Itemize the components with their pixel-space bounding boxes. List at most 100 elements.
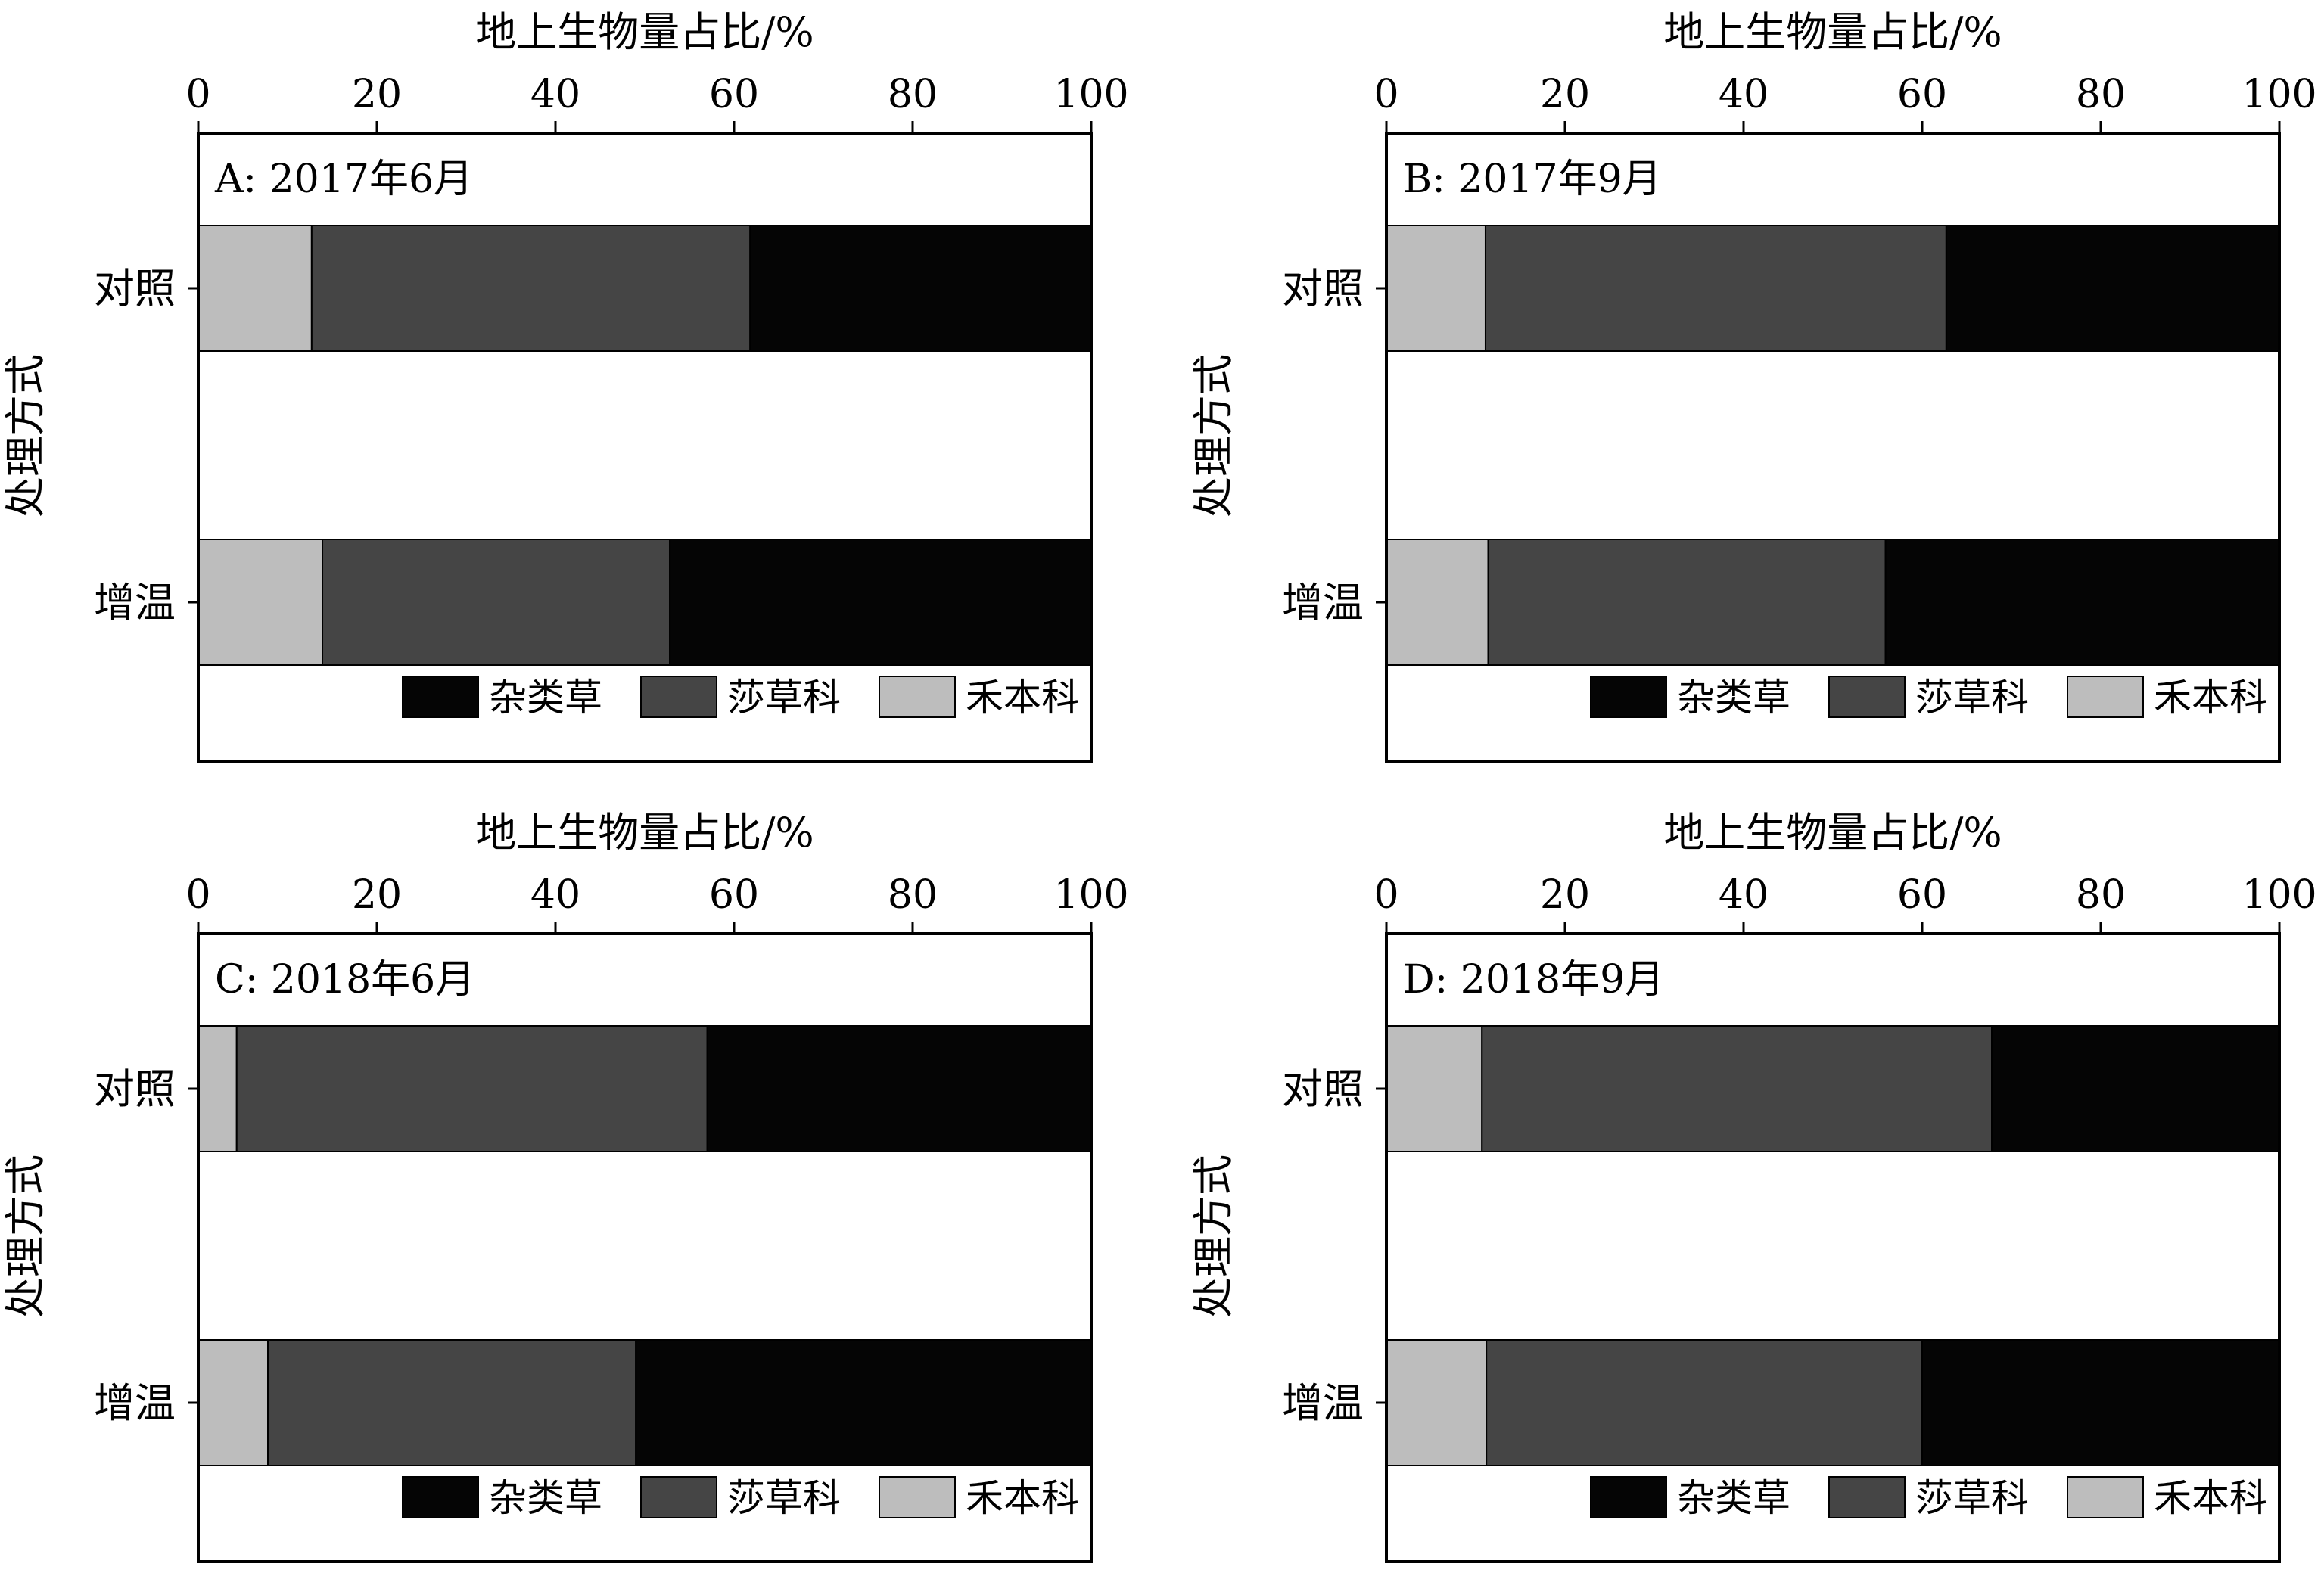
bar-segment (1481, 1025, 1993, 1152)
bar-segment (1484, 225, 1947, 352)
category-label: 对照 (1282, 265, 1364, 312)
x-tick-label: 60 (709, 872, 759, 918)
legend-label: 莎草科 (727, 1476, 841, 1520)
category-label: 增温 (1282, 579, 1364, 626)
x-tick-label: 100 (2242, 72, 2316, 117)
legend-swatch (1590, 1476, 1667, 1518)
x-axis-title: 地上生物量占比/% (475, 809, 814, 856)
legend-label: 杂类草 (489, 676, 602, 720)
bar-segment (322, 539, 671, 666)
bar-segment (635, 1339, 1092, 1466)
panel-label: B: 2017年9月 (1403, 157, 1662, 202)
category-label: 增温 (1282, 1379, 1364, 1427)
x-tick-label: 80 (2076, 72, 2126, 117)
category-label: 增温 (94, 1379, 176, 1427)
y-axis-title: 处理方式 (2, 354, 49, 518)
category-label: 对照 (94, 265, 176, 312)
x-tick-label: 40 (530, 72, 580, 117)
legend-swatch (2067, 676, 2144, 718)
x-tick-label: 80 (888, 872, 938, 918)
bar-segment (198, 539, 324, 666)
x-axis-title: 地上生物量占比/% (1663, 809, 2002, 856)
bar-segment (198, 1025, 238, 1152)
bar-segment (1386, 1339, 1488, 1466)
bar-segment (1884, 539, 2281, 666)
x-tick-label: 80 (888, 72, 938, 117)
bar-segment (235, 1025, 708, 1152)
legend-label: 杂类草 (1677, 1476, 1790, 1520)
x-tick-label: 0 (1374, 872, 1398, 918)
plot-frame (197, 932, 1093, 1563)
x-tick-label: 100 (1053, 872, 1128, 918)
x-tick-label: 20 (352, 72, 402, 117)
x-tick-label: 20 (1540, 72, 1590, 117)
bar-segment (1945, 225, 2281, 352)
legend-label: 禾本科 (966, 676, 1079, 720)
x-tick-label: 0 (185, 72, 210, 117)
category-label: 对照 (1282, 1065, 1364, 1113)
plot-frame (197, 132, 1093, 763)
x-tick-label: 60 (709, 72, 759, 117)
x-tick-label: 80 (2076, 872, 2126, 918)
x-tick-label: 0 (185, 872, 210, 918)
legend-swatch (402, 1476, 479, 1518)
legend-swatch (879, 1476, 956, 1518)
category-label: 对照 (94, 1065, 176, 1113)
bar-segment (1386, 1025, 1483, 1152)
x-tick-label: 20 (352, 872, 402, 918)
x-tick-label: 60 (1897, 72, 1947, 117)
x-tick-label: 40 (1719, 72, 1769, 117)
legend-label: 莎草科 (1915, 1476, 2029, 1520)
bar-segment (1921, 1339, 2280, 1466)
legend-swatch (1828, 676, 1906, 718)
bar-segment (198, 225, 313, 352)
y-axis-title: 处理方式 (1190, 1155, 1237, 1318)
x-tick-label: 40 (1719, 872, 1769, 918)
y-axis-title: 处理方式 (1190, 354, 1237, 518)
bar-segment (1386, 539, 1489, 666)
bar-segment (669, 539, 1092, 666)
legend-label: 禾本科 (966, 1476, 1079, 1520)
bar-segment (749, 225, 1092, 352)
x-tick-label: 40 (530, 872, 580, 918)
x-axis-title: 地上生物量占比/% (1663, 8, 2002, 56)
legend-swatch (640, 676, 717, 718)
bar-segment (267, 1339, 637, 1466)
legend-swatch (1590, 676, 1667, 718)
legend-label: 杂类草 (1677, 676, 1790, 720)
legend-label: 禾本科 (2154, 676, 2267, 720)
legend-label: 禾本科 (2154, 1476, 2267, 1520)
bar-segment (1486, 1339, 1924, 1466)
x-tick-label: 20 (1540, 872, 1590, 918)
plot-frame (1385, 932, 2281, 1563)
x-tick-label: 100 (1053, 72, 1128, 117)
x-axis-title: 地上生物量占比/% (475, 8, 814, 56)
legend-swatch (879, 676, 956, 718)
x-tick-label: 100 (2242, 872, 2316, 918)
legend-swatch (2067, 1476, 2144, 1518)
x-tick-label: 60 (1897, 872, 1947, 918)
x-tick-label: 0 (1374, 72, 1398, 117)
legend-swatch (640, 1476, 717, 1518)
bar-segment (198, 1339, 269, 1466)
bar-segment (1386, 225, 1486, 352)
panel-label: A: 2017年6月 (214, 157, 473, 202)
bar-segment (1991, 1025, 2281, 1152)
bar-segment (1487, 539, 1887, 666)
panel-label: D: 2018年9月 (1403, 957, 1664, 1002)
legend-swatch (402, 676, 479, 718)
legend-label: 莎草科 (727, 676, 841, 720)
plot-frame (1385, 132, 2281, 763)
category-label: 增温 (94, 579, 176, 626)
bar-segment (706, 1025, 1092, 1152)
y-axis-title: 处理方式 (2, 1155, 49, 1318)
bar-segment (310, 225, 751, 352)
legend-swatch (1828, 1476, 1906, 1518)
panel-label: C: 2018年6月 (215, 957, 474, 1002)
legend-label: 莎草科 (1915, 676, 2029, 720)
legend-label: 杂类草 (489, 1476, 602, 1520)
